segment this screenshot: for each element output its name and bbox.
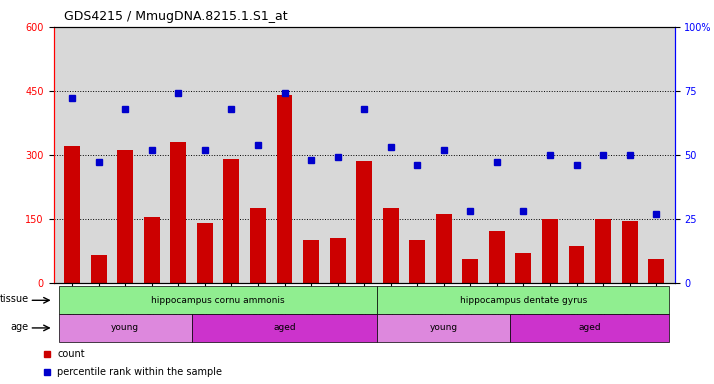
Bar (383, 208, 398, 283)
Text: hippocampus dentate gyrus: hippocampus dentate gyrus (460, 296, 587, 305)
Bar (197, 223, 213, 283)
Bar (144, 217, 160, 283)
Text: hippocampus cornu ammonis: hippocampus cornu ammonis (151, 296, 285, 305)
Bar (117, 151, 134, 283)
Bar (409, 240, 426, 283)
Bar (622, 221, 638, 283)
Bar (64, 146, 80, 283)
Text: count: count (57, 349, 85, 359)
Text: young: young (430, 323, 458, 333)
Bar (510, 314, 670, 342)
Bar (568, 247, 585, 283)
Bar (463, 259, 478, 283)
Bar (356, 161, 372, 283)
Bar (276, 95, 293, 283)
Bar (436, 214, 452, 283)
Bar (191, 314, 378, 342)
Bar (303, 240, 319, 283)
Text: age: age (11, 321, 29, 331)
Bar (171, 142, 186, 283)
Bar (330, 238, 346, 283)
Text: aged: aged (578, 323, 601, 333)
Bar (59, 314, 191, 342)
Bar (648, 259, 664, 283)
Text: percentile rank within the sample: percentile rank within the sample (57, 366, 222, 377)
Bar (250, 208, 266, 283)
Bar (595, 219, 611, 283)
Bar (223, 159, 239, 283)
Bar (378, 314, 510, 342)
Bar (516, 253, 531, 283)
Bar (378, 286, 670, 314)
Bar (542, 219, 558, 283)
Text: young: young (111, 323, 139, 333)
Bar (489, 232, 505, 283)
Bar (59, 286, 378, 314)
Text: GDS4215 / MmugDNA.8215.1.S1_at: GDS4215 / MmugDNA.8215.1.S1_at (64, 10, 288, 23)
Text: aged: aged (273, 323, 296, 333)
Bar (91, 255, 106, 283)
Text: tissue: tissue (0, 294, 29, 304)
